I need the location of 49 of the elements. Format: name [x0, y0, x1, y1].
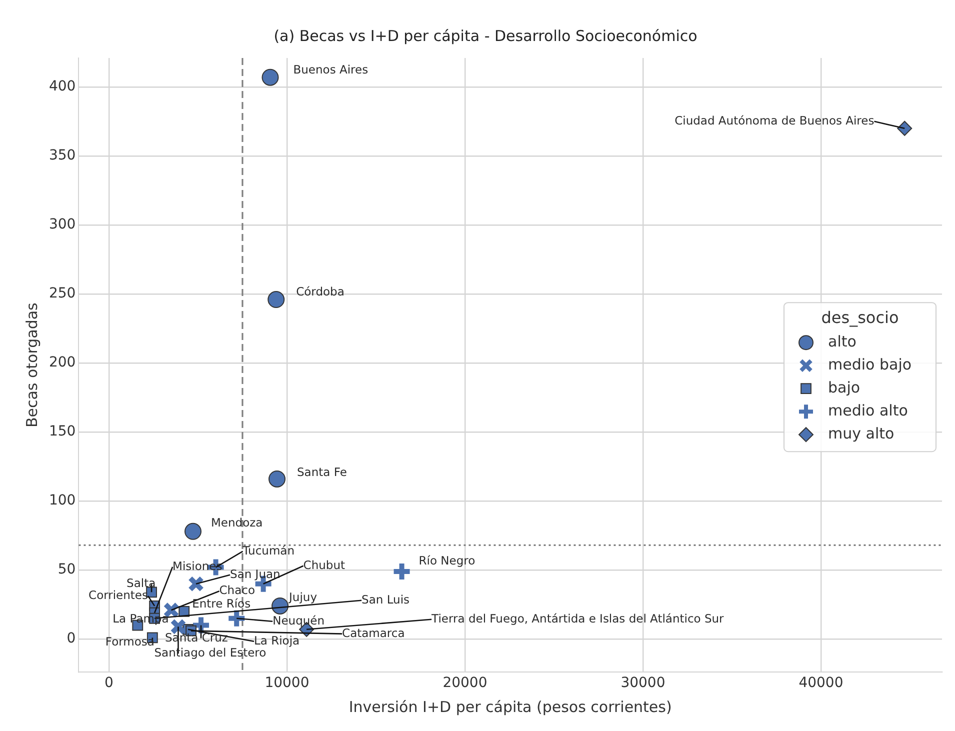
y-tick-label: 150 [48, 424, 76, 440]
y-tick-label: 100 [48, 492, 76, 509]
point [184, 522, 202, 540]
y-tick-label: 0 [66, 630, 76, 647]
annotation: Salta [126, 576, 156, 590]
annotation: Buenos Aires [293, 62, 368, 76]
annotation: Tucumán [242, 543, 294, 558]
legend-title: des_socio [821, 308, 899, 327]
y-axis-title: Becas otorgadas [22, 302, 41, 428]
annotation: San Juan [230, 566, 280, 581]
legend-label: muy alto [828, 424, 894, 442]
annotation: Neuquén [272, 613, 325, 628]
legend-label: bajo [828, 378, 860, 396]
chart-title: (a) Becas vs I+D per cápita - Desarrollo Socioeconómico [274, 26, 698, 45]
legend-label: alto [828, 332, 856, 350]
y-tick-label: 50 [58, 562, 76, 578]
y-tick-label: 300 [48, 216, 76, 233]
annotation: Entre Ríos [192, 596, 251, 610]
legend-label: medio alto [828, 401, 908, 420]
annotation: Tierra del Fuego, Antártida e Islas del Atlántico Sur [430, 611, 724, 626]
annotation: San Luis [362, 592, 410, 606]
annotation: Río Negro [418, 553, 476, 568]
point [188, 576, 204, 592]
point [272, 597, 289, 614]
x-tick-label: 40000 [798, 675, 844, 692]
x-tick-label: 20000 [442, 675, 488, 692]
y-tick-label: 350 [48, 148, 76, 164]
point [262, 68, 279, 86]
x-tick-label: 0 [104, 675, 114, 692]
annotation: Chubut [303, 558, 346, 572]
y-tick-label: 250 [48, 286, 76, 302]
point [268, 470, 286, 488]
x-tick-label: 10000 [264, 675, 310, 692]
annotation: Catamarca [342, 626, 405, 640]
annotation: Jujuy [288, 590, 318, 604]
annotation: Córdoba [296, 284, 344, 299]
point [897, 120, 912, 136]
y-tick-label: 200 [48, 354, 76, 371]
legend-label: medio bajo [828, 355, 912, 374]
y-tick-label: 400 [48, 78, 76, 95]
point [268, 291, 285, 308]
annotation: Formosa [105, 634, 154, 649]
annotation: Santiago del Estero [154, 646, 266, 660]
annotation: Corrientes [88, 588, 148, 602]
x-tick-label: 30000 [620, 675, 666, 692]
x-axis-title: Inversión I+D per cápita (pesos corrientes) [348, 698, 672, 716]
annotation: La Rioja [254, 633, 300, 648]
annotation: Santa Fe [297, 464, 347, 479]
annotation: Ciudad Autónoma de Buenos Aires [674, 113, 874, 128]
